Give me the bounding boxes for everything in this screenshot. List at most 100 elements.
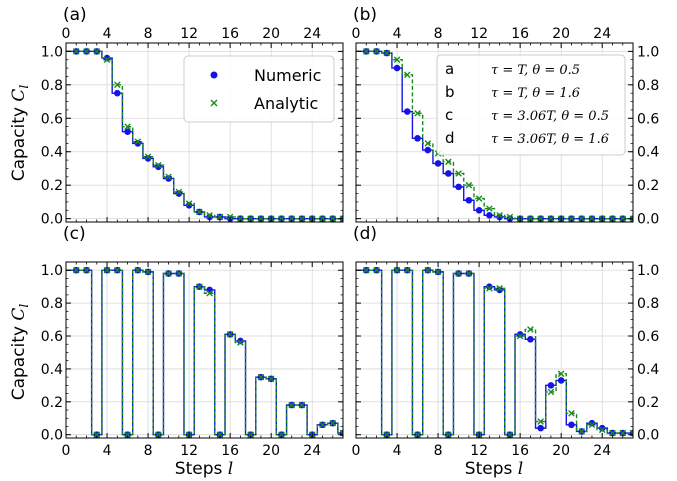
analytic-point — [547, 215, 555, 222]
analytic-point — [373, 266, 380, 274]
legend-markers: Numeric Analytic — [183, 55, 335, 123]
analytic-point — [83, 48, 90, 55]
analytic-point — [339, 215, 343, 222]
analytic-point — [547, 388, 555, 396]
y-tick-label: 0.4 — [637, 362, 659, 378]
numeric-point — [393, 64, 401, 72]
numeric-point — [113, 89, 121, 97]
x-axis-label-text: Steps — [175, 459, 228, 479]
legend-config-key: a — [445, 60, 454, 78]
legend-box — [183, 55, 335, 123]
analytic-point — [226, 331, 234, 338]
ticks — [355, 43, 633, 222]
analytic-point — [329, 215, 337, 222]
analytic-point — [588, 421, 596, 429]
y-tick-label: 0.2 — [41, 395, 63, 411]
y-tick-label: 1.0 — [637, 263, 659, 279]
y-tick-label: 0.2 — [637, 395, 659, 411]
series — [66, 48, 343, 222]
x-tick-label: 8 — [434, 443, 443, 459]
analytic-point — [298, 401, 306, 409]
analytic-point — [537, 418, 544, 425]
analytic-point — [257, 373, 265, 381]
y-axis-label: Capacity Cl — [9, 304, 31, 401]
y-axis-label-sub: l — [17, 85, 31, 89]
analytic-point — [103, 56, 111, 64]
analytic-point — [619, 215, 627, 222]
numeric-point — [496, 213, 503, 221]
x-tick-label: 16 — [511, 443, 529, 459]
y-tick-label: 0.0 — [41, 212, 63, 228]
numeric-point — [465, 196, 473, 204]
y-tick-label: 1.0 — [41, 44, 63, 60]
y-tick-label: 1.0 — [637, 44, 659, 60]
x-tick-label: 12 — [470, 26, 488, 42]
analytic-point — [257, 215, 265, 222]
analytic-point — [568, 215, 575, 222]
legend-analytic-marker — [210, 99, 218, 107]
numeric-point — [165, 175, 172, 182]
numeric-point — [486, 283, 493, 290]
x-tick-label: 0 — [352, 26, 361, 42]
numeric-point — [455, 183, 462, 191]
analytic-point — [298, 215, 306, 222]
x-axis-label-text: Steps — [465, 459, 518, 479]
x-axis-label: Steps l — [175, 459, 233, 479]
analytic-point — [609, 429, 616, 437]
x-tick-label: 12 — [180, 26, 198, 42]
analytic-point — [83, 266, 90, 274]
analytic-point — [206, 289, 213, 297]
x-tick-label: 4 — [103, 26, 112, 42]
analytic-point — [414, 431, 421, 438]
analytic-point — [237, 339, 244, 346]
legend-config-desc: τ = T, θ = 1.6 — [491, 86, 580, 101]
analytic-point — [506, 431, 514, 438]
y-axis-label: Capacity Cl — [9, 85, 31, 182]
analytic-point — [475, 195, 483, 202]
y-tick-label: 0.0 — [41, 428, 63, 444]
analytic-point — [124, 431, 131, 438]
legend-config-key: c — [445, 106, 453, 124]
x-tick-label: 16 — [221, 26, 239, 42]
y-tick-label: 0.6 — [637, 111, 659, 127]
analytic-point — [404, 266, 411, 274]
panel-label: (d) — [353, 224, 377, 244]
y-tick-label: 0.0 — [637, 428, 659, 444]
analytic-point — [568, 410, 575, 417]
analytic-point — [455, 170, 462, 177]
analytic-point — [527, 215, 534, 222]
y-tick-label: 0.8 — [41, 78, 63, 94]
numeric-point — [527, 336, 534, 343]
numeric-point — [547, 382, 555, 389]
panels-layer: 0 4 8 12 16 20 240.00.20.40.60.81.0(a)0 4 8 12 16 2… — [41, 5, 660, 459]
analytic-point — [72, 48, 80, 55]
numeric-point — [445, 170, 452, 177]
x-tick-label: 24 — [303, 443, 321, 459]
numeric-point — [598, 424, 606, 432]
axes-frame — [355, 261, 634, 439]
analytic-point — [373, 48, 380, 55]
legend-config-desc: τ = 3.06T, θ = 1.6 — [491, 132, 609, 147]
legend-numeric-marker — [210, 71, 218, 79]
x-tick-label: 4 — [103, 443, 112, 459]
numeric-point — [206, 213, 213, 221]
analytic-point — [278, 431, 285, 438]
analytic-point — [588, 215, 596, 222]
analytic-point — [393, 266, 401, 274]
x-tick-label: 8 — [144, 443, 153, 459]
numeric-point — [124, 128, 131, 135]
analytic-point — [424, 266, 432, 274]
y-tick-label: 0.2 — [41, 178, 63, 194]
analytic-point — [362, 48, 370, 55]
y-tick-label: 0.4 — [41, 362, 63, 378]
x-tick-label: 8 — [434, 26, 443, 42]
numeric-point — [103, 54, 111, 62]
y-tick-label: 0.4 — [637, 145, 659, 161]
y-tick-label: 0.6 — [637, 329, 659, 345]
panel-b: 0 4 8 12 16 20 24 0.0 0.2 0.4 0.6 0.8 1.0 (b) — [352, 5, 660, 228]
panel-label: (a) — [63, 5, 87, 25]
analytic-step-line — [66, 50, 343, 220]
axes-frame — [65, 42, 344, 223]
analytic-point — [557, 370, 565, 378]
analytic-point — [527, 326, 534, 333]
